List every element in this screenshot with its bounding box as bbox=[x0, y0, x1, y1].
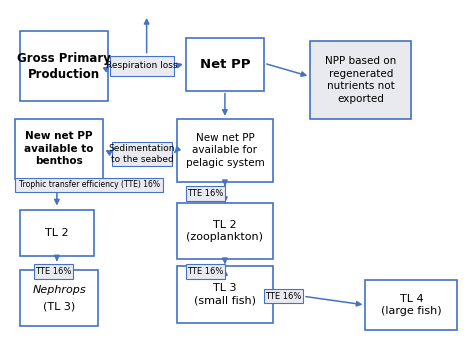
Text: New net PP
available to
benthos: New net PP available to benthos bbox=[25, 131, 94, 166]
Text: (TL 3): (TL 3) bbox=[43, 301, 75, 311]
Text: TTE 16%: TTE 16% bbox=[187, 267, 224, 276]
Text: New net PP
available for
pelagic system: New net PP available for pelagic system bbox=[185, 133, 264, 168]
Text: TL 2
(zooplankton): TL 2 (zooplankton) bbox=[186, 220, 264, 242]
Text: Gross Primary
Production: Gross Primary Production bbox=[17, 51, 111, 81]
Text: TL 3
(small fish): TL 3 (small fish) bbox=[194, 283, 256, 306]
Text: Net PP: Net PP bbox=[200, 58, 250, 71]
FancyBboxPatch shape bbox=[112, 142, 172, 166]
Text: Trophic transfer efficiency (TTE) 16%: Trophic transfer efficiency (TTE) 16% bbox=[18, 180, 160, 189]
Text: TL 4
(large fish): TL 4 (large fish) bbox=[381, 294, 442, 316]
FancyBboxPatch shape bbox=[177, 203, 273, 259]
FancyBboxPatch shape bbox=[20, 210, 94, 256]
Text: Nephrops: Nephrops bbox=[32, 285, 86, 295]
FancyBboxPatch shape bbox=[186, 38, 264, 91]
FancyBboxPatch shape bbox=[16, 119, 103, 178]
FancyBboxPatch shape bbox=[20, 270, 98, 326]
Text: NPP based on
regenerated
nutrients not
exported: NPP based on regenerated nutrients not e… bbox=[325, 56, 396, 104]
FancyBboxPatch shape bbox=[34, 264, 73, 280]
FancyBboxPatch shape bbox=[186, 264, 225, 280]
Text: TTE 16%: TTE 16% bbox=[265, 292, 302, 301]
FancyBboxPatch shape bbox=[16, 178, 163, 191]
FancyBboxPatch shape bbox=[310, 41, 411, 119]
FancyBboxPatch shape bbox=[177, 266, 273, 323]
FancyBboxPatch shape bbox=[110, 56, 174, 76]
FancyBboxPatch shape bbox=[365, 280, 457, 330]
Text: Sedimentation
to the seabed: Sedimentation to the seabed bbox=[109, 144, 175, 164]
Text: TTE 16%: TTE 16% bbox=[187, 189, 224, 198]
Text: TTE 16%: TTE 16% bbox=[35, 267, 72, 276]
Text: TL 2: TL 2 bbox=[45, 228, 69, 238]
FancyBboxPatch shape bbox=[264, 289, 303, 303]
FancyBboxPatch shape bbox=[186, 186, 225, 201]
Text: Respiration loss: Respiration loss bbox=[106, 61, 178, 70]
FancyBboxPatch shape bbox=[177, 119, 273, 182]
FancyBboxPatch shape bbox=[20, 31, 108, 101]
